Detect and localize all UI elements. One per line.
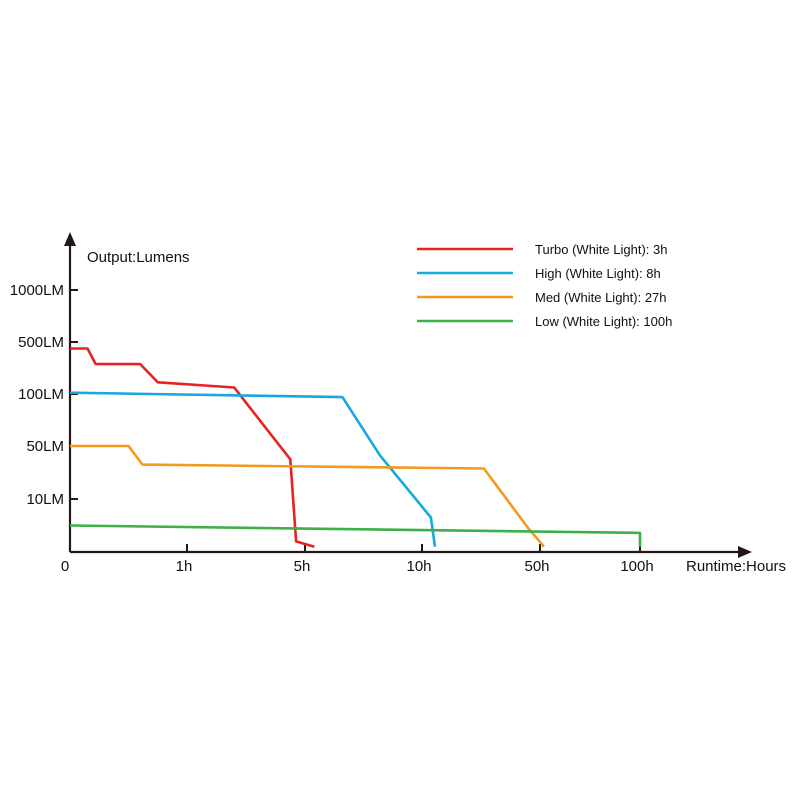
- legend-label: Turbo (White Light): 3h: [535, 242, 667, 257]
- series-line-3: [69, 524, 642, 547]
- legend-label: Low (White Light): 100h: [535, 314, 672, 329]
- x-tick-label: 100h: [620, 558, 653, 575]
- y-tick-label: 100LM: [18, 386, 64, 403]
- x-tick-label: 10h: [406, 558, 431, 575]
- series-line-1: [69, 391, 437, 547]
- x-tick-label: 1h: [176, 558, 193, 575]
- y-tick-label: 1000LM: [10, 282, 64, 299]
- x-axis-ticks: 0 1h 5h 10h 50h 100h: [61, 544, 654, 575]
- axes: [64, 232, 752, 558]
- legend: Turbo (White Light): 3h High (White Light…: [417, 242, 672, 329]
- y-tick-label: 10LM: [26, 491, 64, 508]
- y-axis-ticks: 1000LM 500LM 100LM 50LM 10LM: [10, 282, 78, 508]
- y-tick-label: 50LM: [26, 438, 64, 455]
- x-tick-label: 5h: [294, 558, 311, 575]
- legend-label: Med (White Light): 27h: [535, 290, 667, 305]
- legend-label: High (White Light): 8h: [535, 266, 661, 281]
- y-axis-title: Output:Lumens: [87, 249, 190, 266]
- y-axis-arrow: [64, 232, 76, 246]
- x-axis-arrow: [738, 546, 752, 558]
- series-lines: [69, 347, 642, 548]
- series-line-0: [70, 347, 315, 548]
- x-axis-title: Runtime:Hours: [686, 558, 786, 575]
- y-tick-label: 500LM: [18, 334, 64, 351]
- x-tick-label: 50h: [524, 558, 549, 575]
- x-tick-label: 0: [61, 558, 69, 575]
